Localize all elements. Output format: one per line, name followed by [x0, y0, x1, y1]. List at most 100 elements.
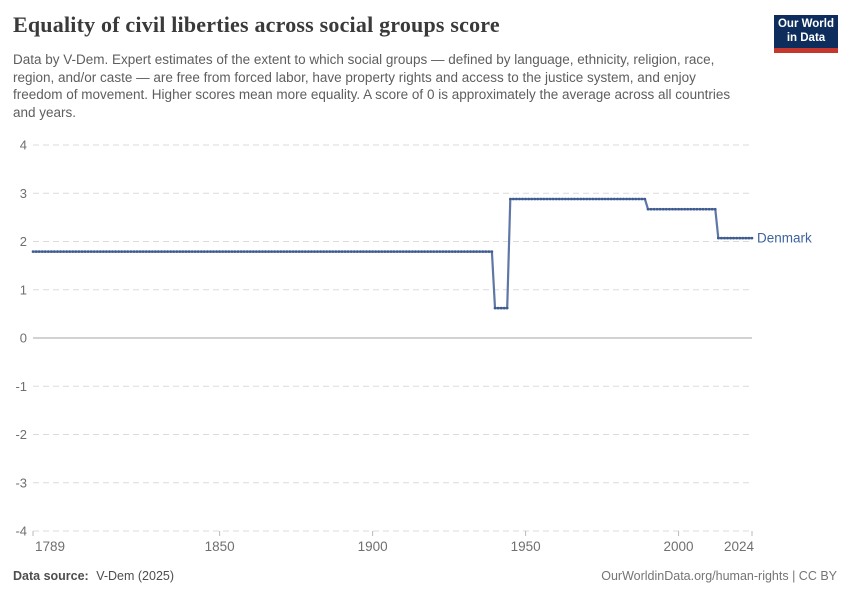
series-point: [744, 236, 748, 240]
series-point: [40, 250, 44, 253]
series-point: [692, 207, 696, 211]
series-point: [138, 250, 142, 253]
series-point: [472, 250, 475, 253]
series-point: [224, 250, 228, 253]
series-point: [610, 197, 613, 201]
series-point: [148, 250, 151, 253]
series-point: [588, 197, 592, 201]
series-point: [512, 197, 515, 201]
series-point: [518, 197, 521, 201]
series-point: [606, 197, 610, 201]
series-point: [649, 207, 653, 211]
series-point: [74, 250, 78, 253]
series-point: [658, 207, 662, 211]
series-point: [573, 197, 576, 201]
owid-logo-red-bar: [774, 48, 838, 53]
series-point: [640, 197, 644, 201]
series-point: [747, 236, 751, 240]
series-point: [389, 250, 393, 253]
series-point: [252, 250, 255, 253]
series-point: [65, 250, 68, 253]
series-point: [313, 250, 316, 253]
y-axis-label: 4: [20, 138, 27, 153]
series-point: [356, 250, 359, 253]
series-point: [478, 250, 482, 253]
series-point: [432, 250, 436, 253]
series-point: [515, 197, 518, 201]
series-point: [594, 197, 598, 201]
series-point: [117, 250, 120, 253]
series-point: [469, 250, 472, 253]
x-axis-label: 1789: [35, 539, 65, 554]
series-point: [328, 250, 332, 253]
series-point: [334, 250, 338, 253]
series-point: [631, 197, 634, 201]
series-point: [126, 250, 130, 253]
series-point: [683, 207, 686, 211]
series-point: [31, 250, 35, 253]
series-point: [616, 197, 619, 201]
series-point: [475, 250, 478, 253]
credit-line: OurWorldinData.org/human-rights | CC BY: [601, 569, 837, 583]
series-point: [209, 250, 212, 253]
series-point: [236, 250, 240, 253]
series-point: [151, 250, 154, 253]
series-point: [554, 197, 558, 201]
series-point: [453, 250, 457, 253]
series-point: [680, 207, 683, 211]
series-point: [169, 250, 172, 253]
series-point: [157, 250, 160, 253]
series-point: [665, 207, 668, 211]
series-point: [741, 236, 745, 240]
series-point: [77, 250, 81, 253]
series-point: [37, 250, 41, 253]
series-point: [50, 250, 53, 253]
series-point: [628, 197, 631, 201]
series-point: [193, 250, 197, 253]
series-point: [304, 250, 307, 253]
series-point: [557, 197, 561, 201]
series-point: [579, 197, 582, 201]
series-point: [187, 250, 191, 253]
series-point: [114, 250, 117, 253]
series-point: [484, 250, 488, 253]
owid-logo-line2: in Data: [786, 31, 826, 44]
series-point: [245, 250, 249, 253]
series-point: [576, 197, 579, 201]
series-point: [646, 207, 650, 211]
series-point: [698, 207, 702, 211]
series-point: [707, 207, 711, 211]
series-point: [362, 250, 365, 253]
series-point: [310, 250, 313, 253]
series-point: [282, 250, 286, 253]
series-point: [619, 197, 622, 201]
series-point: [300, 250, 304, 253]
y-axis-label: -4: [15, 524, 27, 539]
series-point: [83, 250, 87, 253]
series-point: [386, 250, 390, 253]
y-axis-label: 1: [20, 282, 27, 297]
series-point: [460, 250, 463, 253]
series-point: [493, 306, 497, 310]
series-point: [377, 250, 381, 253]
series-point: [567, 197, 570, 201]
series-point: [487, 250, 491, 253]
line-chart: 4 3 2 1 0 -1 -2 -3 -4 1789 1850 1900 1950 2000 2024 Den…: [15, 138, 812, 555]
series-point: [426, 250, 430, 253]
series-point: [505, 306, 509, 310]
series-point: [163, 250, 166, 253]
series-point: [86, 250, 90, 253]
series-point: [613, 197, 616, 201]
series-point: [542, 197, 546, 201]
y-axis-label: -3: [15, 475, 27, 490]
series-point: [401, 250, 405, 253]
series-point: [261, 250, 264, 253]
series-point: [704, 207, 708, 211]
series-point: [423, 250, 426, 253]
series-point: [447, 250, 451, 253]
series-point: [603, 197, 607, 201]
series-point: [714, 207, 717, 211]
page-title: Equality of civil liberties across socia…: [13, 12, 500, 37]
series-point: [337, 250, 341, 253]
series-point: [349, 250, 353, 253]
